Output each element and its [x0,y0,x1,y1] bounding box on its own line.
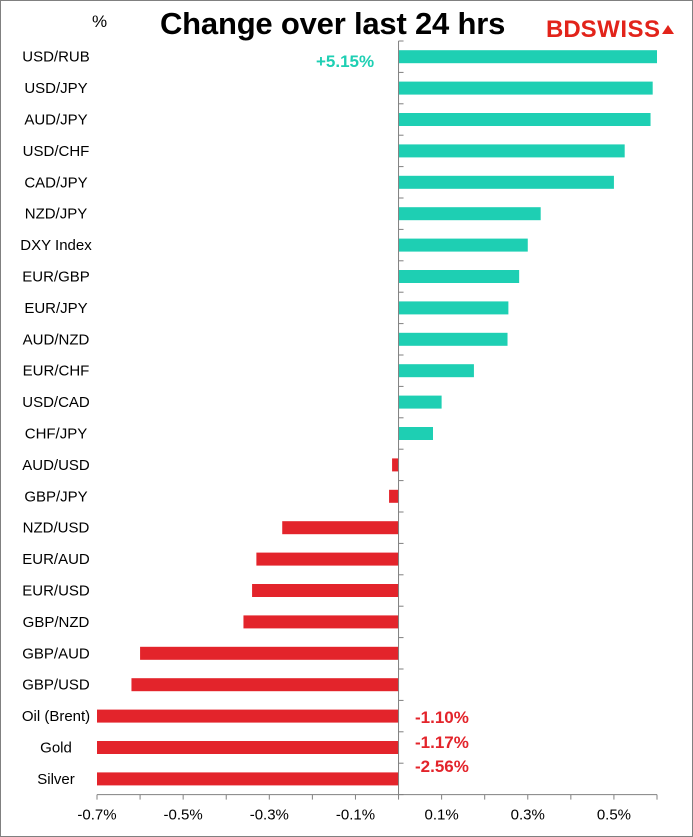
category-label-aud-jpy: AUD/JPY [24,112,87,129]
bar-gold [97,741,399,754]
logo-bd: BD [546,16,581,43]
category-label-nzd-usd: NZD/USD [23,520,90,537]
logo-triangle-icon [661,21,674,35]
category-label-silver: Silver [37,771,75,788]
x-tick-label: -0.7% [77,807,116,824]
bar-usd-chf [398,144,625,158]
category-label-gbp-aud: GBP/AUD [22,645,90,662]
bar-usd-cad [398,395,442,409]
category-label-gbp-usd: GBP/USD [22,677,90,694]
bar-oil-brent [97,709,399,723]
annotation-usdrub: +5.15% [316,52,375,71]
bar-aud-nzd [398,332,508,346]
category-label-usd-jpy: USD/JPY [24,80,87,97]
bar-silver [97,772,399,786]
chart-title: Change over last 24 hrs [160,6,506,41]
category-labels-group: USD/RUB USD/JPY AUD/JPY USD/CHF CAD/JPY NZD/J… [20,49,92,788]
bars-group [97,50,657,786]
category-label-usd-chf: USD/CHF [23,143,90,160]
bar-nzd-usd [282,521,399,535]
x-tick-label: 0.5% [597,807,631,824]
unit-label: % [92,12,108,31]
bar-gbp-jpy [389,489,399,503]
bar-gbp-nzd [243,615,399,629]
annotation-oil: -1.10% [415,708,469,727]
bar-chf-jpy [398,427,433,440]
bar-usd-jpy [398,81,653,95]
category-label-gold: Gold [40,740,72,757]
bar-eur-usd [252,584,399,597]
bar-aud-usd [392,458,399,472]
bdswiss-logo: BDSWISS [546,17,674,43]
bar-gbp-usd [131,678,399,692]
logo-swiss: SWISS [580,16,661,43]
x-tick-label: 0.1% [425,807,459,824]
category-label-usd-rub: USD/RUB [22,49,90,66]
x-tick-label: -0.1% [336,807,375,824]
category-label-chf-jpy: CHF/JPY [25,426,88,443]
category-label-nzd-jpy: NZD/JPY [25,206,88,223]
bar-nzd-jpy [398,207,541,221]
x-tick-label: 0.3% [511,807,545,824]
category-label-eur-chf: EUR/CHF [23,363,90,380]
category-label-dxy-index: DXY Index [20,237,92,254]
category-label-aud-nzd: AUD/NZD [23,331,90,348]
bar-cad-jpy [398,175,614,189]
x-axis: -0.7% -0.5% -0.3% -0.1% 0.1% 0.3% 0.5% [77,794,658,824]
category-label-gbp-nzd: GBP/NZD [23,614,90,631]
x-tick-label: -0.5% [164,807,203,824]
category-label-eur-gbp: EUR/GBP [22,269,90,286]
annotation-silver: -2.56% [415,757,469,776]
bar-eur-gbp [398,270,520,283]
category-label-usd-cad: USD/CAD [22,394,90,411]
bar-aud-jpy [398,113,651,126]
bar-dxy-index [398,238,528,252]
category-label-gbp-jpy: GBP/JPY [24,488,87,505]
bar-eur-jpy [398,301,509,315]
zero-axis [398,40,404,796]
category-label-eur-usd: EUR/USD [22,583,90,600]
bar-eur-chf [398,364,474,378]
bar-usd-rub [398,50,657,64]
x-tick-label: -0.3% [250,807,289,824]
category-label-cad-jpy: CAD/JPY [24,174,87,191]
category-label-oil-brent: Oil (Brent) [22,708,90,725]
category-label-eur-aud: EUR/AUD [22,551,90,568]
bar-gbp-aud [140,646,399,660]
category-label-eur-jpy: EUR/JPY [24,300,87,317]
category-label-aud-usd: AUD/USD [22,457,90,474]
annotation-gold: -1.17% [415,733,469,752]
bar-eur-aud [256,552,399,566]
